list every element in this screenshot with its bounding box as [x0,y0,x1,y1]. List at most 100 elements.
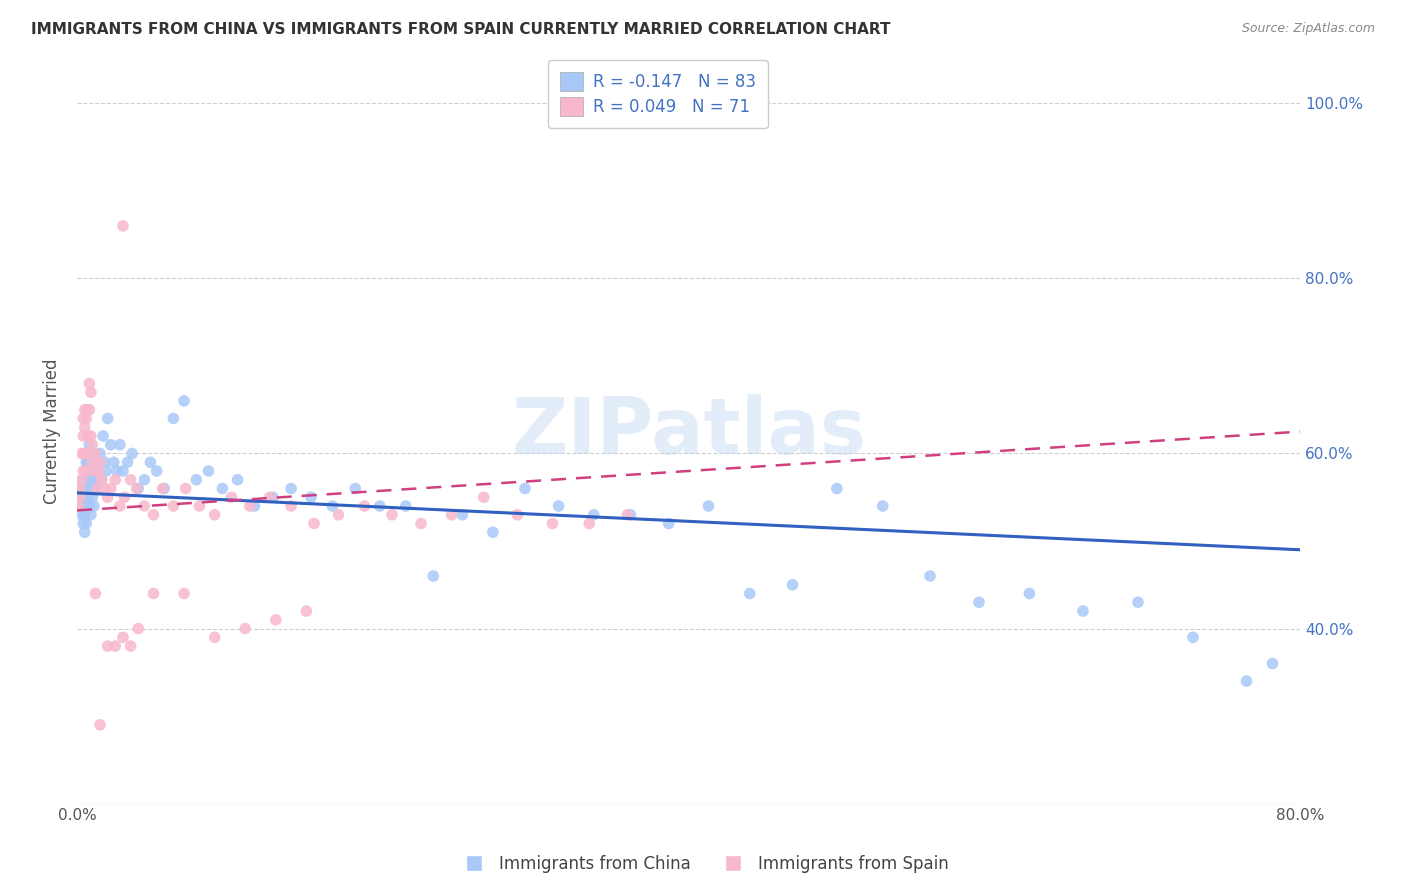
Point [134,499,156,513]
Point [121,446,143,460]
Point [173,586,195,600]
Point [1071,604,1094,618]
Point [239,499,262,513]
Point [1126,595,1149,609]
Point [79,376,101,391]
Point [104,639,127,653]
Point [73,482,96,496]
Point [547,499,569,513]
Point [79,499,101,513]
Point [1018,586,1040,600]
Point [368,499,391,513]
Point [75,499,97,513]
Point [422,569,444,583]
Point [114,490,136,504]
Point [94,464,117,478]
Point [280,499,302,513]
Point [152,482,174,496]
Point [70,446,93,460]
Point [76,473,98,487]
Point [73,402,96,417]
Point [264,613,287,627]
Legend: R = -0.147   N = 83, R = 0.049   N = 71: R = -0.147 N = 83, R = 0.049 N = 71 [548,61,768,128]
Point [120,639,142,653]
Point [125,482,148,496]
Point [409,516,432,531]
Point [79,482,101,496]
Point [1236,674,1258,689]
Point [75,464,97,478]
Point [344,482,367,496]
Point [920,569,942,583]
Point [262,490,284,504]
Point [84,482,107,496]
Point [233,622,256,636]
Point [204,630,226,644]
Point [82,464,104,478]
Point [72,473,94,487]
Point [86,455,108,469]
Point [90,473,112,487]
Point [79,402,101,417]
Point [108,438,131,452]
Point [111,219,134,233]
Point [100,438,122,452]
Point [162,499,184,513]
Point [103,455,125,469]
Point [76,446,98,460]
Point [70,473,93,487]
Point [76,429,98,443]
Point [79,438,101,452]
Point [73,525,96,540]
Point [186,473,208,487]
Point [97,639,120,653]
Point [153,482,176,496]
Point [97,490,120,504]
Point [82,455,104,469]
Point [482,525,505,540]
Point [93,455,115,469]
Point [472,490,495,504]
Point [142,586,165,600]
Point [280,482,302,496]
Point [197,464,219,478]
Point [174,482,197,496]
Point [226,473,249,487]
Point [82,438,104,452]
Y-axis label: Currently Married: Currently Married [44,359,60,504]
Point [84,464,107,478]
Point [75,411,97,425]
Point [127,622,149,636]
Point [582,508,605,522]
Point [1261,657,1284,671]
Point [89,455,111,469]
Point [69,482,91,496]
Point [73,446,96,460]
Point [82,490,104,504]
Point [75,482,97,496]
Point [221,490,243,504]
Point [80,385,103,400]
Point [80,429,103,443]
Point [70,482,93,496]
Point [142,508,165,522]
Point [506,508,529,522]
Point [162,411,184,425]
Point [697,499,720,513]
Point [127,482,149,496]
Point [69,490,91,504]
Point [83,473,105,487]
Point [738,586,761,600]
Point [104,473,127,487]
Point [302,516,325,531]
Text: ZIPatlas: ZIPatlas [510,393,866,469]
Point [72,516,94,531]
Point [87,464,110,478]
Point [89,446,111,460]
Point [111,630,134,644]
Point [513,482,536,496]
Point [108,499,131,513]
Point [82,446,104,460]
Point [67,499,90,513]
Point [75,516,97,531]
